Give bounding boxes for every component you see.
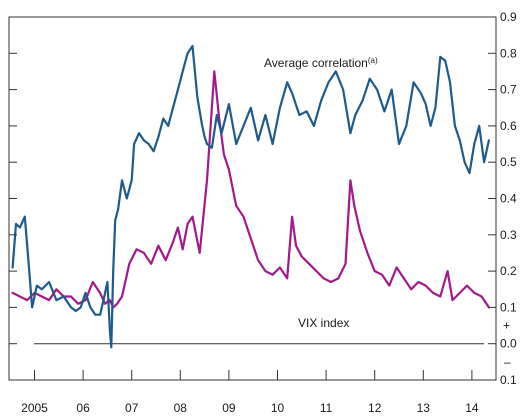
y-tick-label: 0.1 [500,373,517,387]
y-tick-label: 0.0 [500,337,517,351]
x-tick-label: 13 [417,401,431,415]
negative-sign: – [504,355,511,369]
y-tick-label: 0.2 [500,264,517,278]
series-label-correlation-text: Average correlation [264,56,368,70]
series-label-correlation-superscript: (a) [368,56,378,65]
x-tick-label: 08 [174,401,188,415]
y-tick-label: 0.5 [500,155,517,169]
x-tick-label: 10 [271,401,285,415]
x-tick-label: 12 [368,401,382,415]
series-group [11,44,490,349]
x-tick-label: 09 [222,401,236,415]
x-tick-label: 11 [320,401,333,415]
y-tick-label: 0.9 [500,10,517,24]
labels-group: Average correlation(a) VIX index [264,56,378,330]
vix-line [11,70,490,309]
y-tick-label: 0.3 [500,228,517,242]
y-tick-label: 0.8 [500,46,517,60]
y-tick-label: 0.4 [500,192,517,206]
series-label-vix: VIX index [298,316,349,330]
x-tick-label: 2005 [21,401,48,415]
y-tick-label: 0.7 [500,83,517,97]
correlation-line [11,44,490,349]
plot-frame [8,16,497,381]
x-tick-label: 06 [76,401,90,415]
y-tick-label: 0.1 [500,300,517,314]
x-tick-label: 14 [465,401,479,415]
series-label-correlation: Average correlation(a) [264,56,378,70]
x-tick-label: 07 [125,401,139,415]
y-tick-label: 0.6 [500,119,517,133]
series-label-vix-text: VIX index [298,316,349,330]
plot-border [8,16,497,381]
axes-group: 0.9 0.8 0.7 0.6 0.5 0.4 0.3 0.2 0.1 0.0 0.1 + – 2005 0… [9,10,517,415]
positive-sign: + [503,319,510,333]
